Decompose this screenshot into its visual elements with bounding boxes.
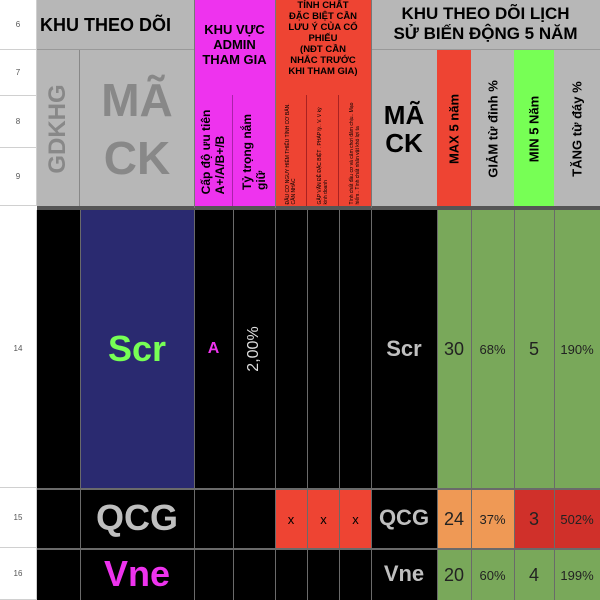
- row-number[interactable]: 9: [0, 148, 37, 206]
- ticker2-cell[interactable]: Scr: [386, 336, 422, 361]
- grid-line: [307, 210, 308, 600]
- grid-line: [554, 210, 555, 600]
- header-khu-vuc-admin[interactable]: KHU VỰC ADMIN THAM GIA: [194, 0, 275, 95]
- grid-line: [514, 210, 515, 600]
- max-cell[interactable]: 24: [437, 490, 471, 548]
- grid-line: [194, 210, 195, 600]
- divider: [37, 49, 194, 50]
- tc-x-cell[interactable]: x: [275, 490, 307, 548]
- grid-line: [371, 210, 372, 600]
- header-max-5-nam[interactable]: MAX 5 năm: [437, 50, 471, 208]
- divider: [371, 0, 372, 208]
- ticker-cell[interactable]: Scr: [107, 328, 167, 369]
- min-cell[interactable]: 3: [514, 490, 554, 548]
- priority-cell[interactable]: A: [207, 340, 220, 357]
- tc-x-cell[interactable]: x: [339, 490, 371, 548]
- header-ty-trong[interactable]: Tỷ trọng nắm giữ: [233, 95, 275, 208]
- header-bottom-divider: [37, 206, 600, 210]
- grid-line: [80, 210, 81, 600]
- rise-cell[interactable]: 190%: [554, 210, 600, 488]
- header-tinh-chat[interactable]: TÍNH CHẤT ĐẶC BIỆT CẦN LƯU Ý CỦA CỔ PHIẾ…: [275, 0, 371, 95]
- grid-line: [437, 210, 438, 600]
- divider: [275, 0, 276, 208]
- header-tc-phap-ly[interactable]: GẶP VẤN ĐỀ ĐẶC BIỆT . PHÁP lý.. V. V kỳ …: [307, 95, 339, 208]
- ticker-cell[interactable]: Vne: [103, 553, 171, 594]
- row-number[interactable]: 8: [0, 96, 37, 148]
- grid-line: [471, 210, 472, 600]
- min-cell[interactable]: 4: [514, 550, 554, 600]
- row-gap: [0, 206, 37, 210]
- row-number[interactable]: 15: [0, 488, 37, 548]
- header-giam-tu-dinh[interactable]: GIẢM từ đỉnh %: [471, 50, 514, 208]
- min-cell[interactable]: 5: [514, 210, 554, 488]
- header-gdkhg[interactable]: GDKHG: [37, 50, 80, 208]
- header-ma-ck[interactable]: MÃ CK: [80, 50, 194, 208]
- header-tc-dau-co[interactable]: ĐẦU CƠ NGUY HIỂM THIẾU TÍNH CƠ BẢN. CẦN …: [275, 95, 307, 208]
- header-tang-tu-day[interactable]: TĂNG từ đáy %: [554, 50, 600, 208]
- ticker-bg: [80, 210, 194, 488]
- max-cell[interactable]: 20: [437, 550, 471, 600]
- divider: [194, 0, 195, 208]
- max-cell[interactable]: 30: [437, 210, 471, 488]
- row-number[interactable]: 14: [0, 210, 37, 488]
- section-title-khu-theo-doi: KHU THEO DÕI: [37, 0, 194, 50]
- drop-cell[interactable]: 60%: [471, 550, 514, 600]
- rise-cell[interactable]: 199%: [554, 550, 600, 600]
- row-number[interactable]: 16: [0, 548, 37, 600]
- divider: [371, 49, 600, 50]
- header-cap-do-uu-tien[interactable]: Cấp độ ưu tiên A+/A/B+/B: [194, 95, 233, 208]
- grid-line: [275, 210, 276, 600]
- grid-line: [37, 488, 600, 490]
- row-number[interactable]: 6: [0, 0, 37, 50]
- header-min-5-nam[interactable]: MIN 5 Năm: [514, 50, 554, 208]
- grid-line: [339, 210, 340, 600]
- row-number[interactable]: 7: [0, 50, 37, 96]
- weight-cell[interactable]: 2,00%: [245, 326, 262, 372]
- tc-x-cell[interactable]: x: [307, 490, 339, 548]
- ticker2-cell[interactable]: Vne: [383, 561, 425, 586]
- grid-line: [37, 548, 600, 550]
- drop-cell[interactable]: 37%: [471, 490, 514, 548]
- section-title-lich-su: KHU THEO DÕI LỊCH SỬ BIẾN ĐỘNG 5 NĂM: [371, 0, 600, 50]
- drop-cell[interactable]: 68%: [471, 210, 514, 488]
- header-ma-ck-2[interactable]: MÃ CK: [371, 50, 437, 208]
- grid-line: [233, 210, 234, 600]
- header-tc-mao-hiem[interactable]: Tính chất đầu cơ và cảm chơi đảm chịu.. …: [339, 95, 371, 208]
- ticker-cell[interactable]: QCG: [95, 497, 178, 538]
- rise-cell[interactable]: 502%: [554, 490, 600, 548]
- header-gdkhg-label: GDKHG: [44, 84, 71, 174]
- ticker2-cell[interactable]: QCG: [378, 505, 430, 530]
